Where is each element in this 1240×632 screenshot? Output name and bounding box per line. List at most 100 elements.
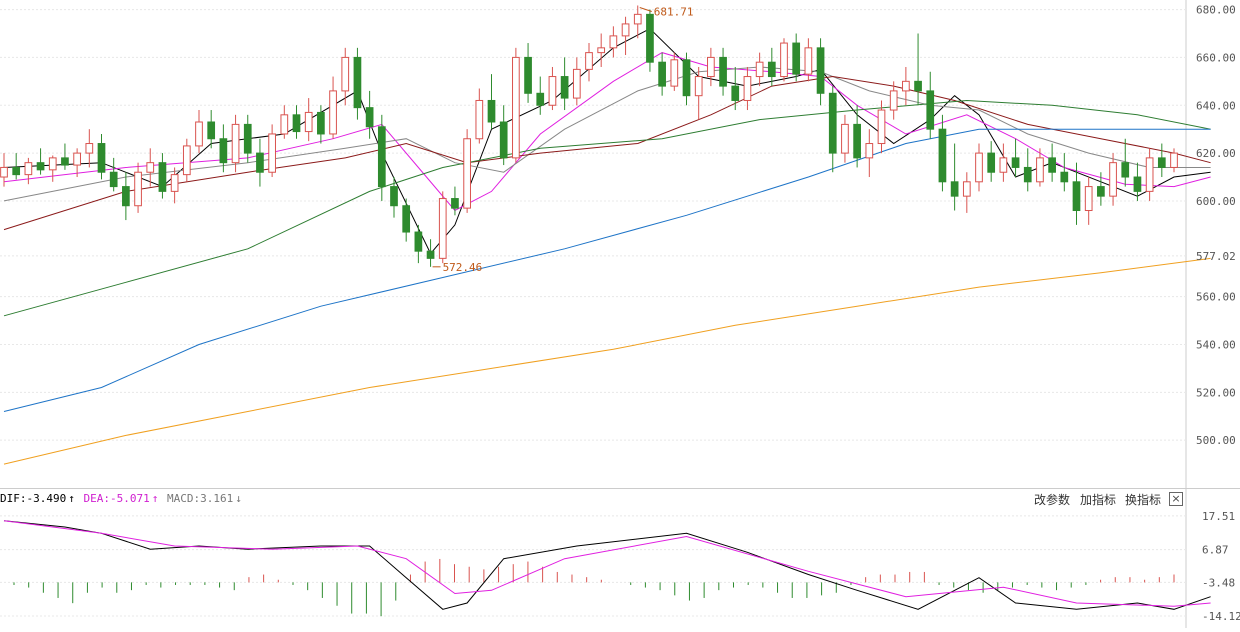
candle [1048, 143, 1056, 182]
candle-body [195, 121, 203, 147]
candle-body [914, 80, 922, 92]
candle [560, 57, 569, 111]
candle [804, 38, 813, 82]
price-tick-label: 577.02 [1196, 250, 1236, 263]
candle-body [48, 157, 57, 171]
candle-body [12, 166, 21, 176]
candle [792, 33, 801, 82]
candle-body [524, 56, 532, 94]
candle-body [1060, 171, 1069, 183]
candle-body [0, 166, 8, 178]
candle [1023, 148, 1032, 192]
candle-body [85, 143, 94, 154]
candle-body [707, 56, 715, 78]
change-params-button[interactable]: 改参数 [1034, 493, 1071, 507]
candle-body [816, 47, 825, 94]
candle [97, 133, 106, 180]
candle [182, 138, 191, 182]
candle [853, 105, 861, 168]
add-indicator-button[interactable]: 加指标 [1080, 493, 1117, 507]
candle-body [158, 162, 167, 192]
candle-body [256, 152, 264, 173]
candle [122, 172, 130, 221]
candle [682, 52, 691, 106]
candle [329, 76, 337, 139]
candle [85, 129, 94, 168]
candle [353, 47, 362, 120]
candle [451, 186, 459, 216]
candle-body [597, 47, 606, 54]
candle-body [1157, 157, 1166, 168]
candle-body [475, 99, 484, 140]
candle [463, 129, 471, 213]
candle [609, 26, 618, 58]
candle-body [792, 42, 801, 75]
candle-body [36, 162, 45, 171]
close-indicator-icon[interactable]: × [1169, 492, 1183, 506]
candle-body [353, 56, 362, 109]
switch-indicator-button[interactable]: 换指标 [1125, 493, 1162, 507]
candle [256, 138, 264, 187]
candle-body [743, 76, 752, 101]
candle [170, 167, 179, 204]
candle-body [767, 61, 776, 78]
candle [1011, 138, 1020, 178]
candle [268, 124, 276, 178]
candle [950, 143, 959, 211]
candle-body [170, 174, 179, 192]
moving-average-line [3, 257, 1211, 465]
candle-body [341, 56, 350, 92]
candle-body [73, 152, 81, 166]
candle [438, 191, 447, 264]
candle [390, 177, 398, 218]
candle-body [1133, 176, 1142, 192]
candle [243, 114, 252, 163]
macd-tick-label: 17.51 [1202, 510, 1235, 523]
candle-body [109, 171, 118, 188]
candle [743, 66, 752, 111]
candle [1109, 153, 1117, 206]
candle [841, 114, 849, 163]
candle-body [304, 111, 313, 133]
candle [670, 52, 679, 91]
candle [109, 157, 118, 192]
candle-body [24, 162, 33, 176]
candle-body [231, 123, 240, 164]
candle [1157, 143, 1166, 178]
candle [755, 52, 764, 87]
candle [707, 47, 715, 87]
candle-body [536, 92, 545, 106]
candle-body [1048, 157, 1056, 173]
candle [0, 153, 8, 187]
candle [292, 105, 301, 139]
candle [865, 129, 874, 178]
macd-down-arrow-icon: ↓ [235, 492, 242, 505]
candle [231, 114, 240, 173]
dea-up-arrow-icon: ↑ [151, 492, 159, 505]
macd-tick-label: -14.12 [1202, 610, 1240, 623]
candle-body [1084, 186, 1093, 212]
candle-body [487, 99, 496, 123]
candle-body [1011, 157, 1020, 168]
candle-body [585, 52, 593, 70]
candle-body [317, 111, 325, 135]
candle-body [755, 61, 764, 78]
candle-body [512, 56, 520, 159]
candle [548, 66, 557, 111]
price-tick-label: 620.00 [1196, 147, 1236, 160]
candle-body [572, 68, 581, 99]
candle [938, 114, 947, 192]
candle-body [804, 47, 813, 75]
low-price-label: 572.46 [443, 261, 483, 274]
candle [48, 155, 57, 182]
candle-body [987, 152, 996, 173]
candle [487, 74, 496, 130]
candle [512, 47, 520, 163]
candle-body [1145, 157, 1154, 192]
candle-body [463, 138, 471, 209]
candle-body [780, 42, 788, 78]
candle [475, 88, 484, 144]
candle-body [1023, 166, 1032, 183]
candle [317, 105, 325, 144]
